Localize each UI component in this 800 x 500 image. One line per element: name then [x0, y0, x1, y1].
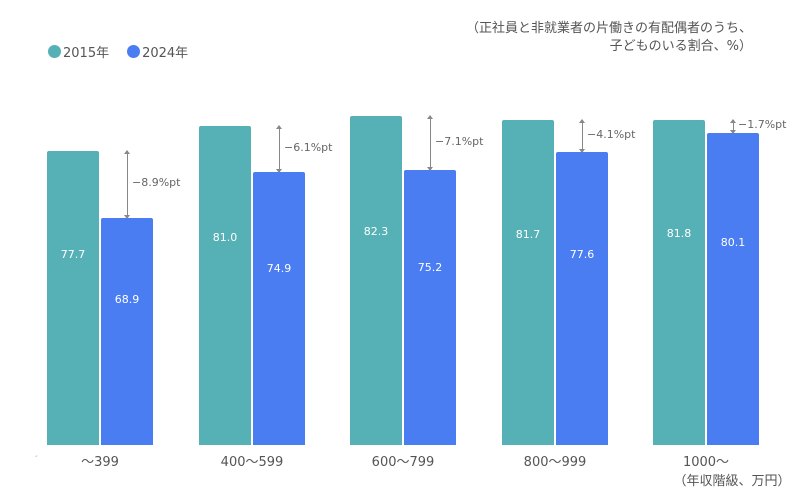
difference-label: −6.1%pt: [284, 140, 333, 154]
bar-value-label: 75.2: [417, 260, 443, 274]
bar-2015-4: 81.8: [653, 119, 705, 445]
legend-dot-2015-icon: [48, 45, 61, 58]
bar-value-label: 80.1: [720, 235, 746, 249]
legend-item-2015: 2015年: [48, 42, 109, 61]
legend-label-2024: 2024年: [142, 46, 189, 61]
difference-arrow-icon: [427, 114, 433, 171]
bar-value-label: 68.9: [114, 292, 140, 306]
bar-2024-2: 75.2: [404, 169, 456, 445]
bar-value-label: 81.8: [666, 227, 692, 241]
axis-origin-mark: ˏ: [34, 448, 38, 457]
difference-arrow-icon: [276, 124, 282, 174]
x-axis-category-label: 1000〜: [682, 455, 730, 470]
bar-2015-0: 77.7: [47, 150, 99, 445]
difference-label: −4.1%pt: [587, 128, 636, 142]
difference-label: −8.9%pt: [132, 176, 181, 190]
legend: 2015年 2024年: [48, 42, 188, 61]
bar-value-label: 74.9: [266, 262, 292, 276]
legend-item-2024: 2024年: [127, 42, 188, 61]
x-axis-category-label: 〜399: [81, 455, 119, 470]
bar-2024-4: 80.1: [707, 132, 759, 445]
x-axis-unit-label: （年収階級、万円）: [673, 474, 791, 489]
x-axis-category-label: 800〜999: [523, 455, 587, 470]
bar-value-label: 82.3: [363, 224, 389, 238]
x-axis-category-label: 400〜599: [220, 455, 284, 470]
legend-dot-2024-icon: [127, 45, 141, 58]
x-axis-category-label: 600〜799: [371, 455, 435, 470]
bar-2015-2: 82.3: [350, 115, 402, 445]
bar-2015-1: 81.0: [199, 125, 251, 445]
bar-value-label: 81.0: [212, 231, 238, 245]
chart-note-line2: 子どものいる割合、%）: [609, 39, 752, 54]
difference-arrow-icon: [579, 119, 585, 153]
difference-arrow-icon: [124, 149, 130, 219]
bar-2015-3: 81.7: [502, 120, 554, 445]
bar-2024-1: 74.9: [253, 172, 305, 445]
bar-value-label: 77.6: [569, 248, 595, 262]
chart-note: （正社員と非就業者の片働きの有配偶者のうち、 子どものいる割合、%）: [466, 20, 752, 56]
difference-label: −7.1%pt: [435, 134, 484, 148]
difference-arrow-icon: [730, 118, 736, 134]
bar-2024-0: 68.9: [101, 217, 153, 445]
bar-value-label: 81.7: [515, 227, 541, 241]
chart-note-line1: （正社員と非就業者の片働きの有配偶者のうち、: [465, 21, 752, 36]
bar-2024-3: 77.6: [556, 151, 608, 445]
bar-value-label: 77.7: [60, 247, 86, 261]
difference-label: −1.7%pt: [738, 118, 787, 132]
legend-label-2015: 2015年: [63, 46, 110, 61]
